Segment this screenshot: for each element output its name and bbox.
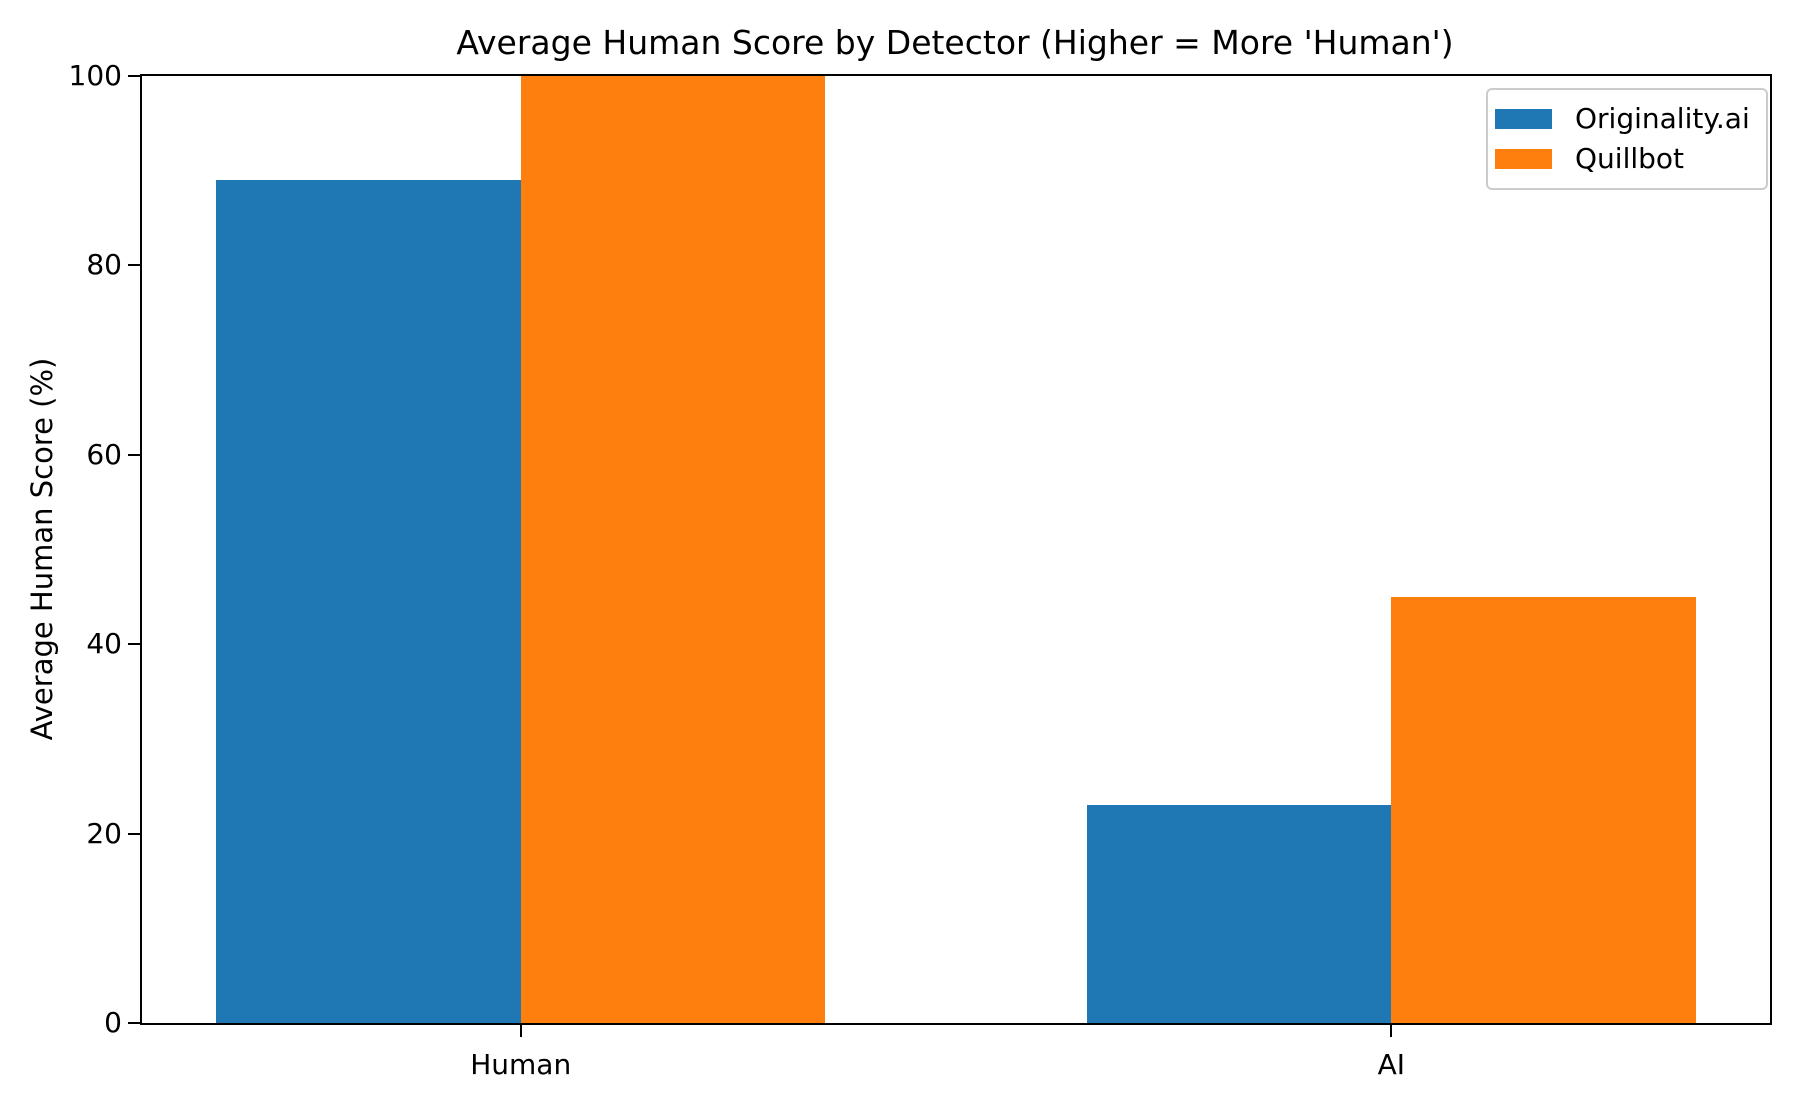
x-tick-label-human: Human	[470, 1048, 572, 1081]
y-tick-label-100: 100	[68, 59, 122, 92]
legend-swatch-originality	[1495, 109, 1552, 129]
bar-human-quillbot	[520, 76, 826, 1023]
x-tick-label-ai: AI	[1377, 1048, 1405, 1081]
legend: Originality.ai Quillbot	[1486, 88, 1768, 190]
x-tick-mark-ai	[1390, 1025, 1393, 1037]
y-tick-label-80: 80	[86, 248, 122, 282]
legend-swatch-quillbot	[1495, 149, 1552, 169]
x-tick-mark-human	[519, 1025, 522, 1037]
legend-label-quillbot: Quillbot	[1575, 142, 1685, 175]
legend-item-originality: Originality.ai	[1495, 99, 1750, 139]
chart-title: Average Human Score by Detector (Higher …	[456, 23, 1454, 62]
y-tick-mark-40	[128, 643, 140, 646]
legend-label-originality: Originality.ai	[1575, 102, 1750, 135]
y-tick-label-20: 20	[86, 816, 122, 850]
y-tick-mark-100	[128, 75, 140, 77]
y-tick-mark-80	[128, 264, 140, 267]
bar-ai-quillbot	[1391, 596, 1696, 1023]
y-tick-label-0: 0	[104, 1006, 122, 1039]
y-tick-mark-0	[128, 1022, 140, 1024]
y-tick-mark-20	[128, 832, 140, 835]
bar-human-originality-ai	[216, 180, 521, 1023]
y-tick-label-40: 40	[86, 627, 122, 661]
y-tick-label-60: 60	[86, 437, 122, 471]
y-tick-mark-60	[128, 453, 140, 456]
bar-ai-originality-ai	[1086, 805, 1392, 1023]
legend-item-quillbot: Quillbot	[1495, 139, 1750, 179]
